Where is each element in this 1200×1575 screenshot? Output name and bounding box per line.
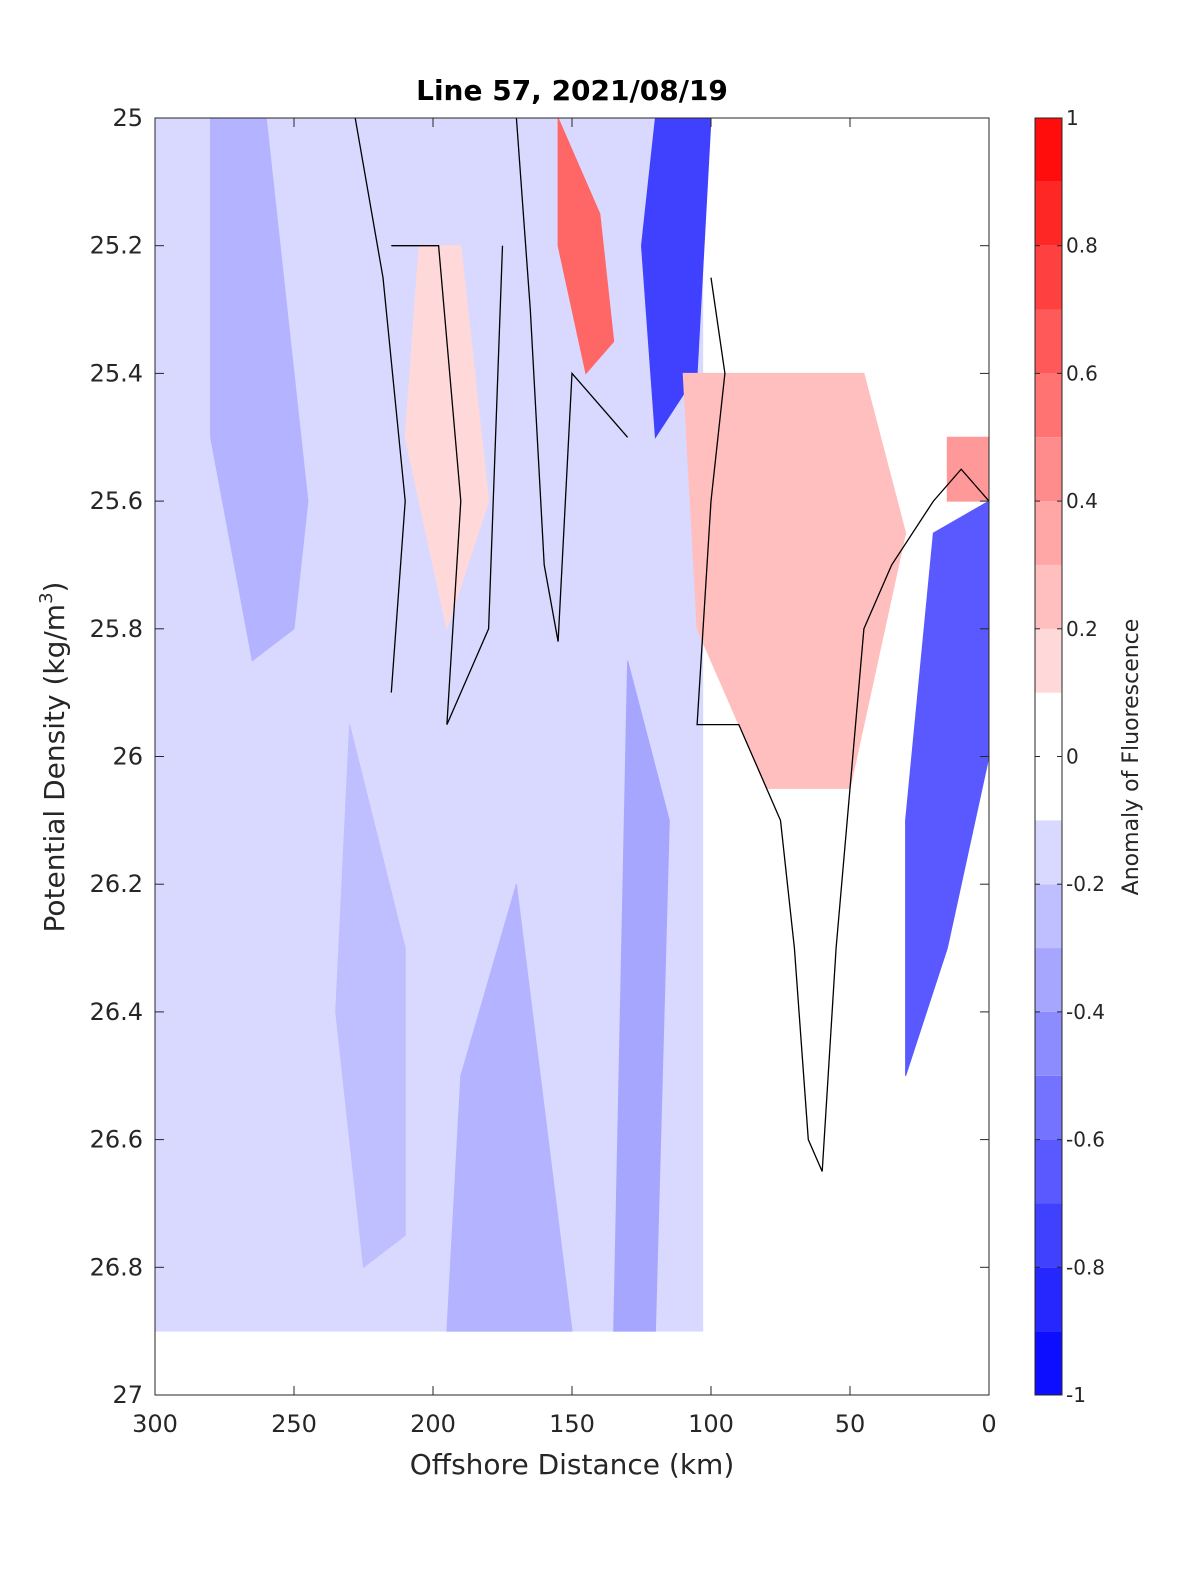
region-negative-nearshore-core bbox=[905, 500, 989, 1076]
colorbar-tick-label: 0.2 bbox=[1066, 617, 1098, 641]
x-tick-label: 150 bbox=[549, 1410, 595, 1438]
colorbar-band bbox=[1035, 564, 1062, 629]
colorbar-band bbox=[1035, 118, 1062, 182]
colorbar-band bbox=[1035, 1139, 1062, 1204]
colorbar-band bbox=[1035, 245, 1062, 310]
colorbar-band bbox=[1035, 948, 1062, 1012]
y-tick-label: 26.8 bbox=[90, 1253, 143, 1281]
anomaly-regions bbox=[155, 118, 989, 1332]
y-tick-label: 27 bbox=[112, 1381, 143, 1409]
x-axis: 300 250 200 150 100 50 0 bbox=[132, 118, 997, 1438]
colorbar-band bbox=[1035, 501, 1062, 565]
region-positive-core-195km bbox=[404, 245, 490, 631]
y-tick-label: 26.4 bbox=[90, 998, 143, 1026]
colorbar-tick-label: 0 bbox=[1066, 745, 1079, 769]
y-axis: 25 25.2 25.4 25.6 25.8 26 26.2 26.4 26.6 26.8 27 bbox=[90, 104, 989, 1409]
colorbar-band bbox=[1035, 1267, 1062, 1332]
colorbar-tick-label: -1 bbox=[1066, 1383, 1086, 1407]
colorbar-tick-label: -0.4 bbox=[1066, 1000, 1105, 1024]
region-negative-core-180km bbox=[446, 884, 573, 1332]
y-tick-label: 26.6 bbox=[90, 1126, 143, 1154]
x-tick-label: 200 bbox=[410, 1410, 456, 1438]
y-tick-label: 25.8 bbox=[90, 615, 143, 643]
colorbar-band bbox=[1035, 884, 1062, 949]
region-negative-core-230km bbox=[335, 724, 406, 1269]
y-tick-label: 25.6 bbox=[90, 487, 143, 515]
colorbar-tick-label: 0.8 bbox=[1066, 234, 1098, 258]
x-tick-label: 100 bbox=[688, 1410, 734, 1438]
colorbar-tick-label: 0.6 bbox=[1066, 361, 1098, 385]
region-negative-core-125km bbox=[613, 660, 670, 1332]
colorbar-band bbox=[1035, 181, 1062, 246]
y-tick-label: 25.2 bbox=[90, 232, 143, 260]
colorbar-axis: 1 0.8 0.6 0.4 0.2 0 -0.2 -0.4 -0.6 -0.8 -1 bbox=[1035, 106, 1105, 1407]
plot-area bbox=[155, 118, 989, 1395]
zero-contours bbox=[354, 118, 989, 1172]
x-tick-label: 300 bbox=[132, 1410, 178, 1438]
y-axis-title-main: Potential Density (kg/m bbox=[38, 604, 71, 933]
colorbar bbox=[1034, 117, 1063, 1396]
colorbar-band bbox=[1035, 1331, 1062, 1395]
y-tick-label: 26 bbox=[112, 743, 143, 771]
chart-title: Line 57, 2021/08/19 bbox=[416, 74, 728, 107]
zero-contour-105km bbox=[696, 277, 989, 1172]
y-tick-label: 25 bbox=[112, 104, 143, 132]
colorbar-tick-label: 1 bbox=[1066, 106, 1079, 130]
colorbar-band bbox=[1035, 628, 1062, 693]
region-positive-core-145km bbox=[557, 118, 615, 375]
colorbar-tick-label: -0.6 bbox=[1066, 1128, 1105, 1152]
colorbar-band bbox=[1035, 820, 1062, 885]
colorbar-band bbox=[1035, 1011, 1062, 1076]
region-negative-core-110km bbox=[640, 118, 712, 439]
region-positive-shelf-region bbox=[682, 372, 907, 789]
colorbar-tick-label: -0.2 bbox=[1066, 872, 1105, 896]
colorbar-tick-label: -0.8 bbox=[1066, 1255, 1105, 1279]
colorbar-band bbox=[1035, 437, 1062, 502]
colorbar-band bbox=[1035, 1075, 1062, 1140]
x-tick-label: 50 bbox=[835, 1410, 866, 1438]
colorbar-band bbox=[1035, 1203, 1062, 1268]
y-axis-title-superscript: 3 bbox=[36, 592, 57, 603]
y-axis-title: Potential Density (kg/m3) bbox=[36, 582, 71, 933]
zero-contour-200km bbox=[391, 245, 504, 725]
y-tick-label: 25.4 bbox=[90, 359, 143, 387]
colorbar-band bbox=[1035, 373, 1062, 438]
zero-contour-160km bbox=[515, 118, 629, 642]
colorbar-title: Anomaly of Fluorescence bbox=[1119, 619, 1144, 896]
zero-contour-225km bbox=[354, 118, 406, 693]
colorbar-band bbox=[1035, 309, 1062, 374]
x-tick-label: 0 bbox=[981, 1410, 996, 1438]
y-axis-title-end: ) bbox=[38, 582, 71, 593]
x-tick-label: 250 bbox=[271, 1410, 317, 1438]
region-negative-core-270km bbox=[210, 118, 309, 662]
colorbar-tick-label: 0.4 bbox=[1066, 489, 1098, 513]
region-positive-core-15km bbox=[946, 436, 989, 502]
x-axis-title: Offshore Distance (km) bbox=[410, 1448, 735, 1481]
y-tick-label: 26.2 bbox=[90, 870, 143, 898]
